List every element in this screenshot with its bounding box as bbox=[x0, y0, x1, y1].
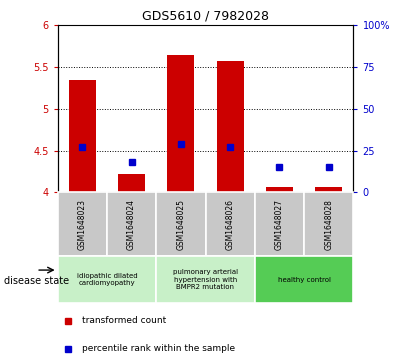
Bar bbox=[69, 80, 96, 192]
Text: GSM1648023: GSM1648023 bbox=[78, 199, 87, 250]
Text: transformed count: transformed count bbox=[82, 316, 166, 325]
Text: percentile rank within the sample: percentile rank within the sample bbox=[82, 344, 235, 354]
Bar bbox=[118, 174, 145, 192]
Text: healthy control: healthy control bbox=[278, 277, 330, 282]
Bar bbox=[167, 54, 194, 192]
Bar bbox=[217, 61, 244, 192]
Bar bbox=[156, 192, 206, 256]
Text: GSM1648024: GSM1648024 bbox=[127, 199, 136, 250]
Bar bbox=[266, 187, 293, 192]
Bar bbox=[315, 187, 342, 192]
Bar bbox=[58, 256, 156, 303]
Bar bbox=[58, 192, 107, 256]
Text: idiopathic dilated
cardiomyopathy: idiopathic dilated cardiomyopathy bbox=[76, 273, 137, 286]
Bar bbox=[107, 192, 156, 256]
Text: GSM1648028: GSM1648028 bbox=[324, 199, 333, 250]
Text: GSM1648027: GSM1648027 bbox=[275, 199, 284, 250]
Text: GSM1648025: GSM1648025 bbox=[176, 199, 185, 250]
Bar bbox=[255, 256, 353, 303]
Text: GSM1648026: GSM1648026 bbox=[226, 199, 235, 250]
Bar bbox=[206, 192, 255, 256]
Text: GDS5610 / 7982028: GDS5610 / 7982028 bbox=[142, 9, 269, 22]
Bar bbox=[255, 192, 304, 256]
Bar bbox=[304, 192, 353, 256]
Text: pulmonary arterial
hypertension with
BMPR2 mutation: pulmonary arterial hypertension with BMP… bbox=[173, 269, 238, 290]
Bar bbox=[156, 256, 255, 303]
Text: disease state: disease state bbox=[4, 276, 69, 286]
